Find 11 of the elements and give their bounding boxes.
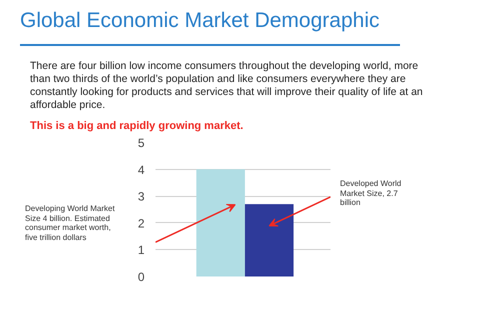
chart-title: Global Economic Market Demographic: [20, 8, 380, 34]
text: This is a big and rapidly growing market.: [30, 118, 244, 134]
text: Developing World Market Size 4 billion. Estimated consumer market worth, five trillion dollars: [25, 204, 116, 243]
y-tick-label: 3: [138, 190, 145, 204]
y-tick-label: 1: [138, 243, 145, 258]
y-tick-label: 0: [138, 270, 145, 284]
text: Developed World Market Size, 2.7 billion: [340, 179, 402, 208]
y-tick-label: 2: [138, 216, 145, 231]
y-tick-label: 5: [138, 136, 145, 150]
y-tick-label: 4: [138, 163, 145, 178]
text: There are four billion low income consumers throughout the developing world, more than two thirds of the world’s population and like consumers everywhere they are constantly looking for products and services that will improve their quality of life at an affordable price.: [30, 60, 424, 112]
